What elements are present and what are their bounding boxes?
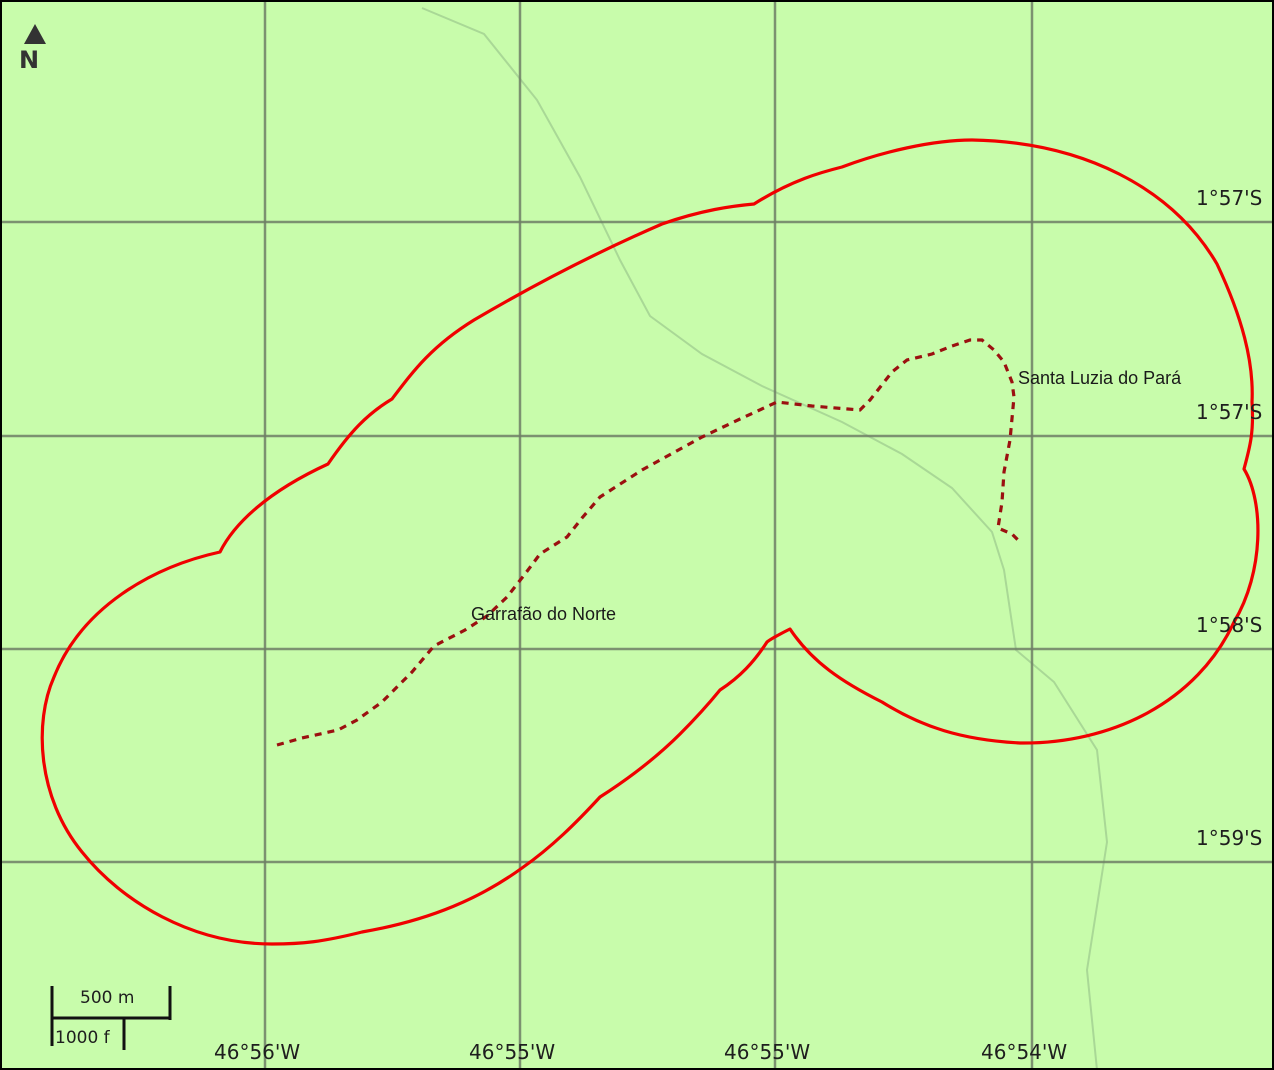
latitude-label: 1°59'S bbox=[1196, 826, 1263, 850]
north-label: N bbox=[19, 46, 40, 74]
longitude-label: 46°55'W bbox=[469, 1040, 556, 1064]
north-arrow-icon bbox=[24, 24, 46, 44]
place-label-garrafao[interactable]: Garrafão do Norte bbox=[471, 604, 617, 624]
longitude-label: 46°54'W bbox=[981, 1040, 1068, 1064]
background-road bbox=[421, 7, 1109, 1068]
route-buffer-outline[interactable] bbox=[40, 138, 1260, 946]
latitude-label: 1°57'S bbox=[1196, 400, 1263, 424]
route-line[interactable] bbox=[276, 338, 1022, 747]
latitude-label: 1°57'S bbox=[1196, 186, 1263, 210]
place-label-santa-luzia[interactable]: Santa Luzia do Pará bbox=[1018, 368, 1182, 388]
scale-bar-icon bbox=[50, 986, 172, 1050]
longitude-label: 46°55'W bbox=[724, 1040, 811, 1064]
longitude-label: 46°56'W bbox=[214, 1040, 301, 1064]
scale-imperial-label: 1000 f bbox=[55, 1028, 110, 1048]
scale-metric-label: 500 m bbox=[80, 988, 135, 1008]
latitude-label: 1°58'S bbox=[1196, 613, 1263, 637]
